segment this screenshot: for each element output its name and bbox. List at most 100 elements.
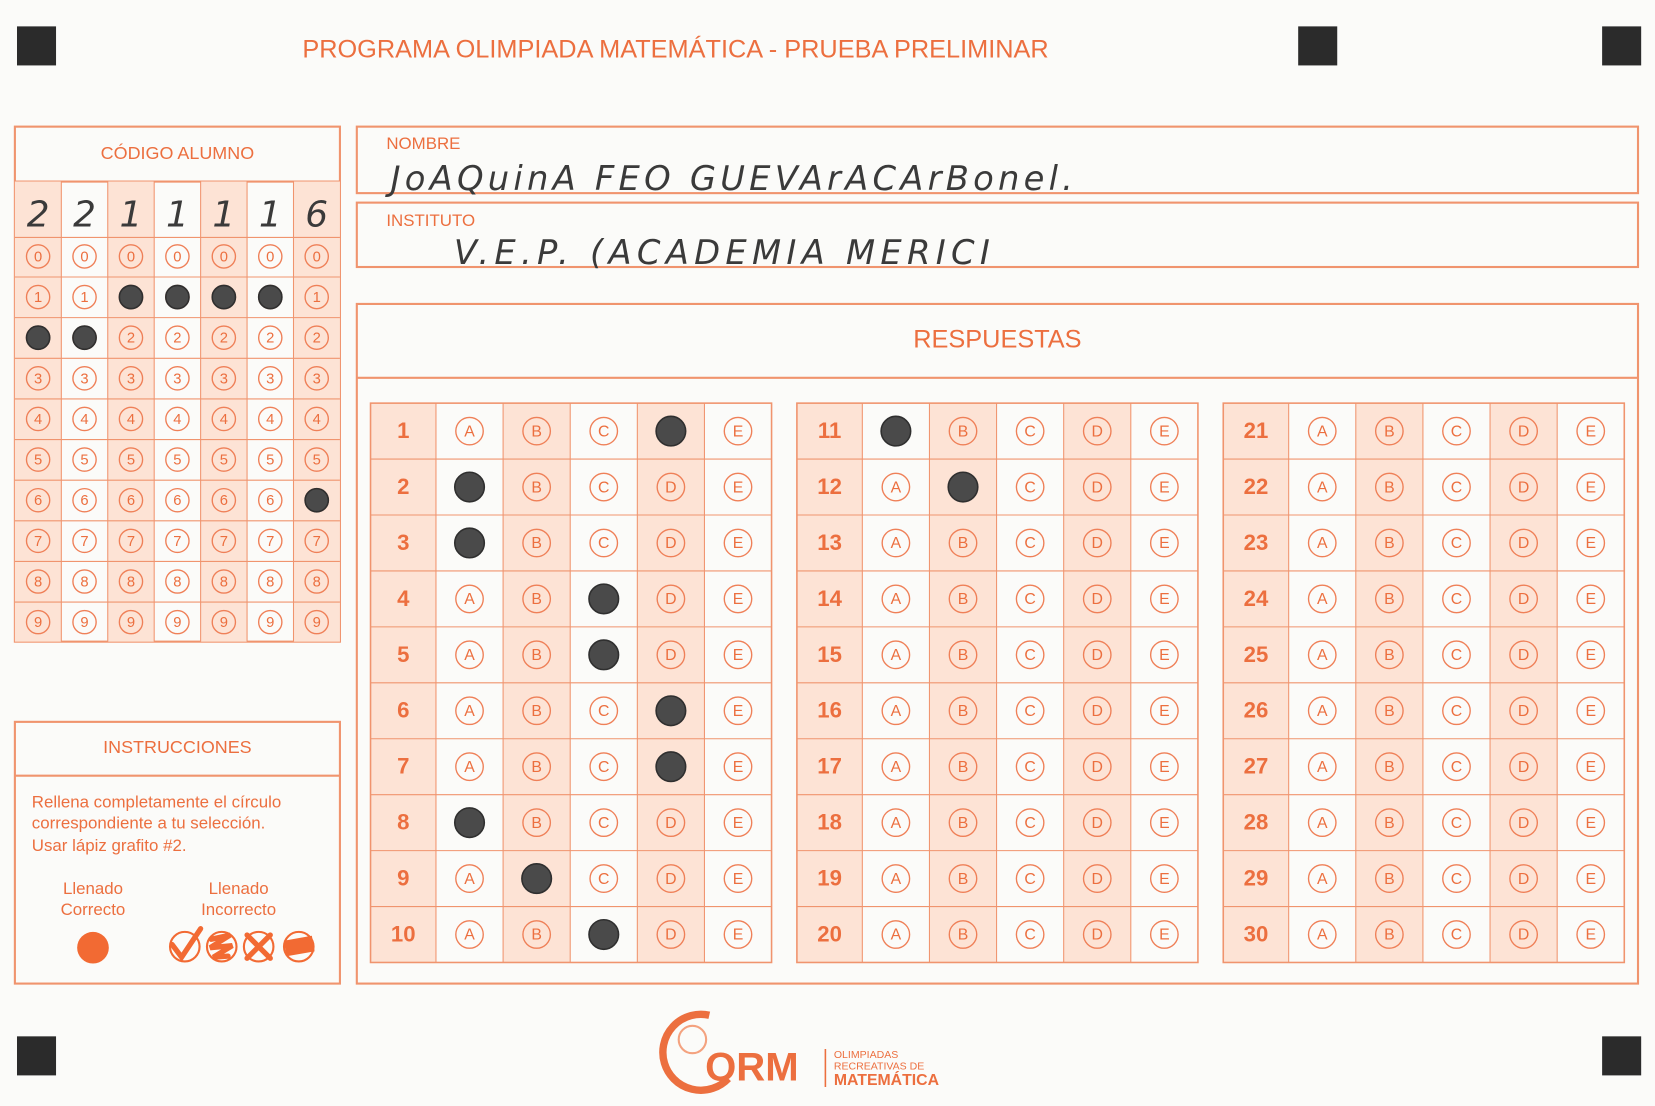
option-bubble [1442,640,1471,670]
option-bubble [948,920,978,949]
option-letter: A [464,871,475,888]
option-bubble [1015,920,1045,949]
bubble [211,487,237,513]
option-bubble [656,584,686,614]
option-bubble [455,920,484,949]
option-letter: B [958,703,969,720]
option-bubble [455,640,484,670]
bubble [118,406,144,432]
option-bubble [656,640,686,670]
option-bubble [1015,584,1045,614]
bubble-digit: 8 [313,574,321,590]
filled-mark [655,695,687,727]
option-bubble [455,416,484,446]
corner-mark [1298,26,1338,66]
bubble [72,569,97,594]
option-letter: E [733,871,744,888]
bubble [304,244,330,269]
option-bubble [522,584,552,614]
bubble-digit: 4 [80,412,88,428]
option-bubble [1509,920,1539,949]
option-letter: C [598,815,609,832]
bubble-digit: 2 [313,331,321,347]
bubble [257,325,283,351]
option-letter: C [598,479,609,496]
option-letter: A [464,759,475,776]
option-bubble [1509,640,1539,670]
option-letter: A [1317,479,1328,496]
bubble [304,609,330,635]
column-shade [107,181,155,642]
question-number: 1 [397,418,409,443]
question-number: 30 [1244,921,1269,946]
option-bubble [1442,864,1471,893]
filled-mark [947,471,979,503]
bubble [118,244,144,269]
option-letter: D [665,647,676,664]
option-bubble [589,696,619,726]
option-letter: C [1451,871,1462,888]
bubble-digit: 3 [127,371,135,387]
option-bubble [1509,808,1539,838]
bubble-digit: 4 [173,412,181,428]
option-letter: E [1585,535,1596,552]
option-letter: A [891,815,902,832]
bubble-digit: 7 [173,534,181,550]
bubble-digit: 4 [127,412,135,428]
answers-title: RESPUESTAS [913,326,1081,354]
option-bubble [1374,920,1404,949]
option-letter: E [733,591,744,608]
bubble-digit: 0 [173,249,181,265]
logo-arc [659,1010,731,1094]
option-bubble [1576,472,1606,502]
bubble-digit: 5 [34,453,42,469]
option-letter: E [1159,591,1170,608]
corner-mark [16,1036,57,1076]
bubble-digit: 0 [80,249,88,265]
bubble [257,406,283,432]
option-letter: B [531,591,542,608]
option-letter: E [1585,647,1596,664]
bubble [304,406,330,432]
bubble [72,528,97,554]
option-letter: E [1585,871,1596,888]
option-bubble [522,808,552,838]
bubble-digit: 1 [34,290,42,306]
bubble-digit: 0 [220,249,228,265]
filled-mark [118,284,144,310]
bubble [257,366,283,391]
option-letter: B [531,423,542,440]
option-bubble [1149,864,1179,893]
scribble [208,932,234,960]
option-bubble [1307,584,1337,614]
question-number: 9 [397,865,409,890]
box-fill [283,935,315,957]
bubble [165,528,190,554]
option-letter: E [1159,871,1170,888]
option-letter: A [1317,591,1328,608]
option-bubble [723,920,753,949]
column-shade [293,181,340,642]
bubble [118,528,144,554]
option-letter: C [1024,479,1035,496]
bubble [211,366,237,391]
answers-box [355,302,1640,985]
question-number: 10 [391,921,416,946]
option-bubble [589,528,619,558]
written-digit: 2 [27,194,50,235]
option-bubble [1442,472,1471,502]
option-bubble [589,864,619,893]
option-bubble [881,752,911,782]
bubble-digit: 8 [266,574,274,590]
option-bubble [1015,696,1045,726]
option-letter: D [1518,535,1529,552]
option-bubble [948,416,978,446]
bubble [211,447,237,472]
option-bubble [1374,752,1404,782]
option-letter: A [891,703,902,720]
option-letter: E [1159,927,1170,944]
instructions-box [13,720,341,985]
option-bubble [656,864,686,893]
option-letter: E [1159,423,1170,440]
question-number: 19 [817,865,842,890]
